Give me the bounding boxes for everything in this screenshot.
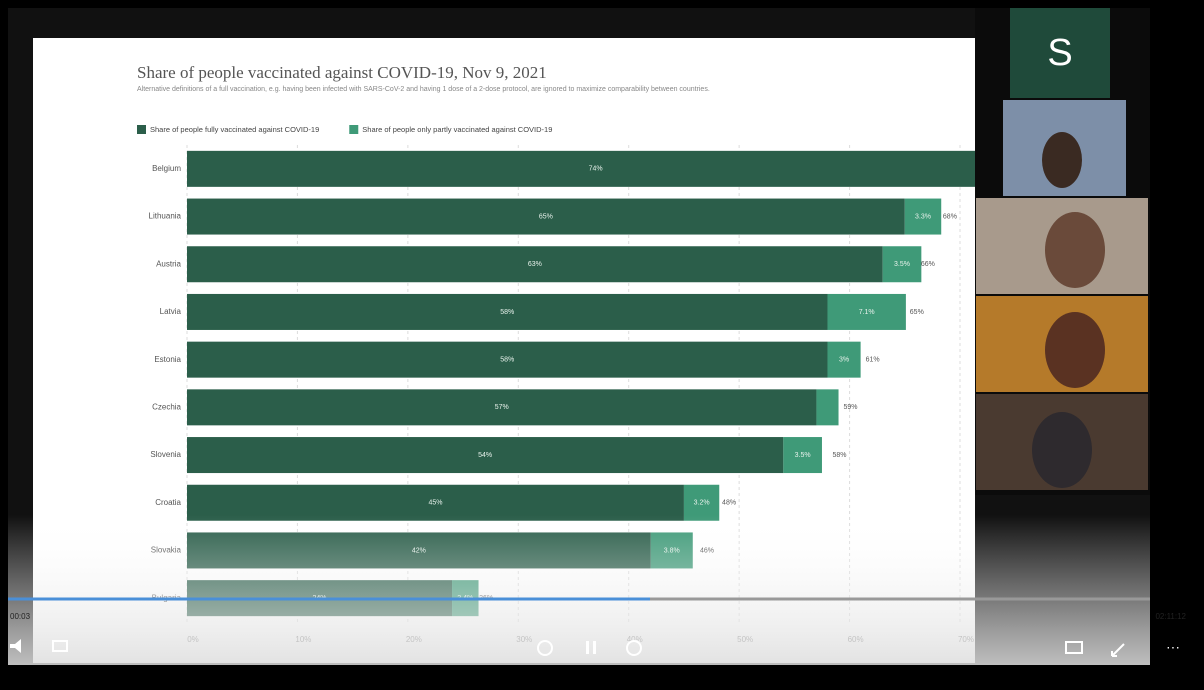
- category-label: Belgium: [152, 164, 181, 173]
- captions-button[interactable]: [52, 640, 68, 652]
- total-label: 48%: [722, 500, 736, 507]
- pause-button[interactable]: [586, 641, 589, 654]
- legend-swatch: [137, 125, 146, 134]
- participant-person: [1045, 312, 1105, 388]
- bar-value-label: 58%: [500, 356, 514, 363]
- bar-value-label: 74%: [589, 166, 603, 173]
- time-total: 02:11:12: [1155, 612, 1186, 621]
- volume-button[interactable]: [10, 639, 21, 653]
- bar-segment: [683, 484, 720, 521]
- legend-label: Share of people fully vaccinated against…: [150, 125, 319, 134]
- category-label: Slovenia: [150, 450, 181, 459]
- participant-tile: [1010, 8, 1110, 98]
- participant-person: [1045, 212, 1105, 288]
- time-elapsed: 00:03: [10, 612, 31, 621]
- bar-segment: [816, 389, 839, 426]
- total-label: 66%: [921, 261, 935, 268]
- controls-overlay: [8, 515, 1150, 665]
- bar-segment: [827, 293, 906, 330]
- chart: Share of people vaccinated against COVID…: [137, 63, 975, 644]
- category-label: Czechia: [152, 402, 181, 411]
- bar-value-label: 3.2%: [694, 500, 710, 507]
- bar-segment: [187, 341, 828, 378]
- category-label: Austria: [156, 259, 181, 268]
- bar-segment: [187, 198, 905, 235]
- bar-value-label: 58%: [500, 309, 514, 316]
- bar-segment: [187, 484, 684, 521]
- bar-value-label: 45%: [428, 500, 442, 507]
- category-label: Lithuania: [149, 212, 182, 221]
- chart-subtitle: Alternative definitions of a full vaccin…: [137, 86, 710, 93]
- bar-segment: [187, 293, 828, 330]
- total-label: 58%: [832, 452, 846, 459]
- subtitle-box: Alternative definitions of a full vaccin…: [137, 86, 710, 93]
- forward-button[interactable]: [626, 640, 642, 656]
- participant-initial: S: [1047, 32, 1072, 74]
- bar-value-label: 7.1%: [859, 309, 875, 316]
- total-label: 68%: [943, 213, 957, 220]
- fullscreen-button[interactable]: [1111, 643, 1125, 657]
- bar-value-label: 3.3%: [915, 213, 931, 220]
- legend-swatch: [349, 125, 359, 134]
- bar-segment: [187, 437, 784, 474]
- bar-segment: [827, 341, 861, 378]
- bar-segment: [904, 198, 942, 235]
- legend-label: Share of people only partly vaccinated a…: [362, 125, 552, 134]
- bar-value-label: 57%: [495, 404, 509, 411]
- bar-value-label: 3.5%: [894, 261, 910, 268]
- more-button[interactable]: ···: [1166, 639, 1180, 655]
- chart-title: Share of people vaccinated against COVID…: [137, 63, 547, 82]
- bar-value-label: 3%: [839, 356, 849, 363]
- bar-segment: [187, 150, 975, 187]
- category-label: Croatia: [155, 498, 181, 507]
- total-label: 65%: [910, 309, 924, 316]
- bar-segment: [882, 246, 922, 283]
- total-label: 61%: [866, 356, 880, 363]
- participant-person: [1042, 132, 1082, 188]
- bar-value-label: 54%: [478, 452, 492, 459]
- bar-value-label: 3.5%: [795, 452, 811, 459]
- category-label: Latvia: [160, 307, 182, 316]
- pip-button[interactable]: [1065, 641, 1083, 654]
- participant-person: [1032, 412, 1092, 488]
- bar-value-label: 65%: [539, 213, 553, 220]
- bar-segment: [783, 437, 822, 474]
- bar-segment: [187, 246, 883, 283]
- pause-button[interactable]: [593, 641, 596, 654]
- bar-value-label: 63%: [528, 261, 542, 268]
- bar-segment: [187, 389, 817, 426]
- category-label: Estonia: [154, 355, 181, 364]
- rewind-button[interactable]: [537, 640, 553, 656]
- total-label: 59%: [844, 404, 858, 411]
